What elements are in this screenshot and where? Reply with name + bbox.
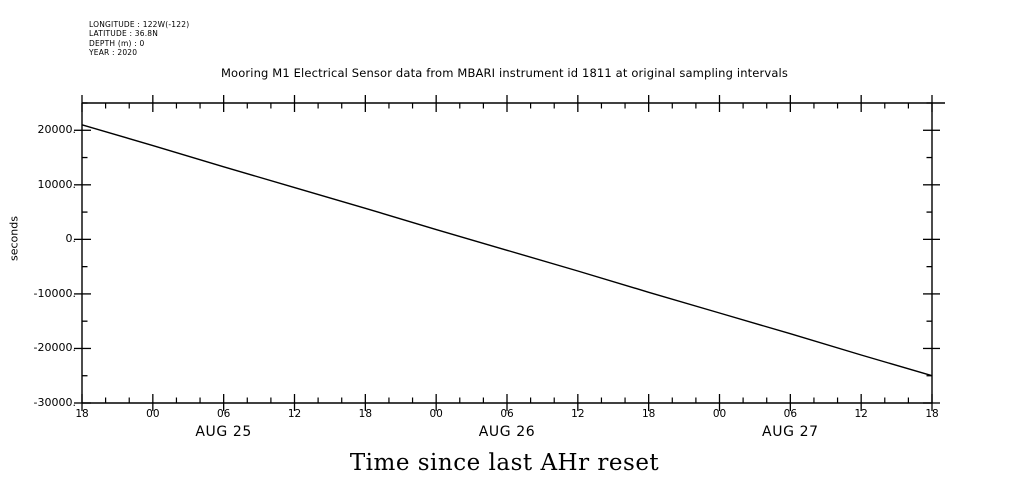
x-axis-caption: Time since last AHr reset: [349, 450, 660, 476]
chart-title: Mooring M1 Electrical Sensor data from M…: [220, 66, 789, 80]
x-tick-label: 06: [500, 408, 514, 420]
x-tick-label: 12: [287, 408, 302, 420]
x-tick-label: 18: [925, 408, 939, 420]
x-tick-label: 18: [75, 408, 89, 420]
y-tick-label-text: 0.: [65, 232, 77, 246]
y-tick-label-text: -30000.: [33, 396, 76, 409]
x-tick-label: 00: [712, 408, 727, 420]
metadata-year: YEAR : 2020: [89, 48, 138, 58]
metadata-block: LONGITUDE : 122W(-122) LATITUDE : 36.8N DE…: [89, 20, 189, 58]
x-tick-label: 18: [641, 408, 656, 420]
series-line: [81, 124, 933, 377]
metadata-longitude: LONGITUDE : 122W(-122): [89, 20, 190, 29]
y-tick-label-text: -20000.: [33, 341, 76, 355]
data-series: [81, 124, 933, 377]
tick-marks: [74, 95, 940, 411]
x-tick-label: 18: [358, 408, 373, 420]
x-date-label: AUG 27: [762, 424, 819, 440]
x-tick-label: 06: [783, 408, 798, 420]
x-tick-label: 00: [429, 408, 443, 420]
metadata-latitude: LATITUDE : 36.8N: [89, 29, 159, 39]
x-tick-label: 12: [571, 408, 585, 420]
plot-frame: [81, 102, 945, 404]
x-tick-label: 06: [216, 408, 231, 420]
y-tick-label-text: 10000.: [37, 177, 77, 191]
x-tick-label: 12: [854, 408, 868, 420]
x-date-label: AUG 25: [195, 424, 252, 440]
metadata-depth: DEPTH (m) : 0: [89, 38, 145, 48]
x-date-label: AUG 26: [478, 424, 536, 440]
x-tick-label: 00: [146, 408, 160, 420]
y-tick-label-text: -10000.: [33, 286, 76, 300]
y-tick-label-text: 20000.: [37, 123, 77, 137]
